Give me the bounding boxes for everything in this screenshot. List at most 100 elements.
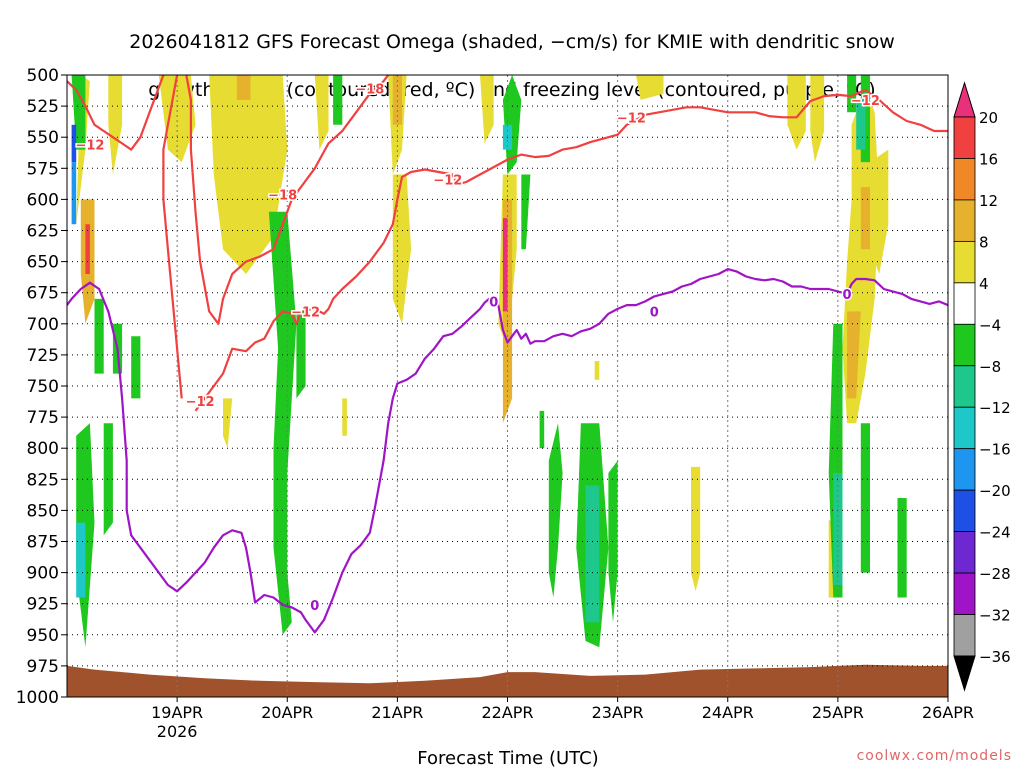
- contour-layer: [67, 75, 948, 634]
- omega-region-39: [548, 423, 563, 598]
- omega-region-18: [223, 398, 233, 449]
- colorbar-label-9: −20: [979, 482, 1011, 500]
- watermark-url[interactable]: coolwx.com/models: [857, 748, 1012, 764]
- y-tick-label-500: 500: [27, 66, 59, 86]
- x-tick-sublabel-19APR: 2026: [157, 722, 198, 741]
- colorbar: 20 16 12 8 4 −4 −8 −12 −16 −20 −24 −28 −32 −36: [953, 81, 1011, 692]
- y-tick-label-875: 875: [27, 533, 59, 553]
- colorbar-label-10: −24: [979, 524, 1011, 542]
- colorbar-band-13: [953, 614, 976, 657]
- contour-dgz-minus12-main: [194, 88, 948, 412]
- colorbar-label-4: 4: [979, 275, 989, 293]
- contour-label-7: −12: [186, 395, 215, 410]
- omega-region-24: [860, 187, 870, 250]
- omega-region-32: [131, 336, 141, 399]
- y-tick-label-925: 925: [27, 595, 59, 615]
- y-tick-label-600: 600: [27, 190, 59, 210]
- colorbar-band-10: [953, 489, 976, 533]
- contour-label-layer: −12 −18 −18 −12 −12 −12 −12 −12 0 0 0 0: [74, 81, 881, 615]
- omega-region-50: [76, 522, 86, 598]
- colorbar-bottom-arrow: [953, 655, 976, 692]
- omega-region-49: [856, 99, 866, 150]
- contour-dgz-minus12-upper: [67, 75, 165, 151]
- omega-region-52: [71, 162, 77, 225]
- chart-title-line1: 2026041812 GFS Forecast Omega (shaded, −…: [129, 31, 895, 53]
- omega-region-31: [103, 423, 113, 536]
- colorbar-label-11: −28: [979, 565, 1011, 583]
- colorbar-label-5: −4: [979, 316, 1001, 334]
- contour-label-2: −18: [268, 188, 297, 203]
- contour-label-6: −12: [291, 305, 320, 320]
- omega-region-2: [158, 75, 196, 163]
- omega-region-36: [502, 75, 522, 175]
- colorbar-band-6: [953, 323, 976, 367]
- omega-region-26: [502, 218, 508, 312]
- omega-region-1: [108, 75, 123, 175]
- omega-region-48: [833, 473, 843, 585]
- colorbar-label-12: −32: [979, 607, 1011, 625]
- omega-region-33: [268, 211, 297, 635]
- omega-region-34: [296, 311, 306, 399]
- omega-region-35: [333, 75, 343, 125]
- omega-region-20: [236, 75, 251, 100]
- contour-label-5: −12: [851, 94, 880, 109]
- omega-region-6: [392, 174, 412, 324]
- colorbar-band-5: [953, 282, 976, 325]
- contour-dgz-minus18: [162, 75, 183, 399]
- y-tick-label-725: 725: [27, 346, 59, 366]
- colorbar-band-11: [953, 531, 976, 574]
- omega-region-53: [71, 124, 77, 163]
- x-axis-title: Forecast Time (UTC): [417, 748, 598, 768]
- omega-region-14: [594, 361, 600, 380]
- contour-label-0: −12: [75, 139, 104, 154]
- y-tick-label-800: 800: [27, 439, 59, 459]
- colorbar-band-8: [953, 406, 976, 450]
- colorbar-label-7: −12: [979, 399, 1011, 417]
- x-tick-label-23APR: 23APR: [592, 703, 644, 722]
- y-tick-label-975: 975: [27, 657, 59, 677]
- y-tick-label-775: 775: [27, 408, 59, 428]
- colorbar-band-12: [953, 572, 976, 615]
- y-tick-label-575: 575: [27, 159, 59, 179]
- omega-region-45: [860, 423, 870, 573]
- omega-region-10: [787, 75, 806, 150]
- omega-region-3: [209, 75, 288, 274]
- y-tick-label-1000: 1000: [16, 688, 59, 708]
- colorbar-label-0: 20: [979, 109, 998, 127]
- omega-region-46: [897, 498, 907, 598]
- colorbar-band-4: [953, 240, 976, 284]
- x-tick-label-20APR: 20APR: [261, 703, 313, 722]
- y-tick-label-675: 675: [27, 284, 59, 304]
- x-tick-label-24APR: 24APR: [702, 703, 754, 722]
- colorbar-label-1: 16: [979, 150, 998, 168]
- colorbar-label-8: −16: [979, 441, 1011, 459]
- y-tick-label-525: 525: [27, 97, 59, 117]
- omega-region-28: [94, 298, 104, 374]
- omega-region-7: [480, 75, 494, 144]
- colorbar-band-1: [953, 116, 976, 159]
- x-tick-label-21APR: 21APR: [371, 703, 423, 722]
- colorbar-band-3: [953, 199, 976, 242]
- y-tick-label-700: 700: [27, 315, 59, 335]
- omega-region-13: [870, 149, 889, 274]
- contour-label-10: 0: [650, 305, 659, 320]
- omega-region-37: [521, 174, 531, 250]
- colorbar-band-9: [953, 448, 976, 491]
- colorbar-label-6: −8: [979, 358, 1001, 376]
- y-tick-label-650: 650: [27, 253, 59, 273]
- omega-region-15: [691, 466, 701, 592]
- omega-region-43: [847, 75, 857, 113]
- y-tick-label-750: 750: [27, 377, 59, 397]
- y-tick-label-625: 625: [27, 222, 59, 242]
- omega-region-21: [392, 75, 402, 125]
- y-tick-label-950: 950: [27, 626, 59, 646]
- omega-region-4: [314, 75, 329, 150]
- colorbar-band-2: [953, 158, 976, 201]
- colorbar-label-13: −36: [979, 648, 1011, 666]
- dotted-grid: [67, 75, 949, 697]
- contour-label-11: 0: [843, 288, 852, 303]
- omega-region-17: [342, 398, 347, 436]
- omega-region-0: [76, 75, 90, 225]
- contour-label-1: −18: [355, 83, 384, 98]
